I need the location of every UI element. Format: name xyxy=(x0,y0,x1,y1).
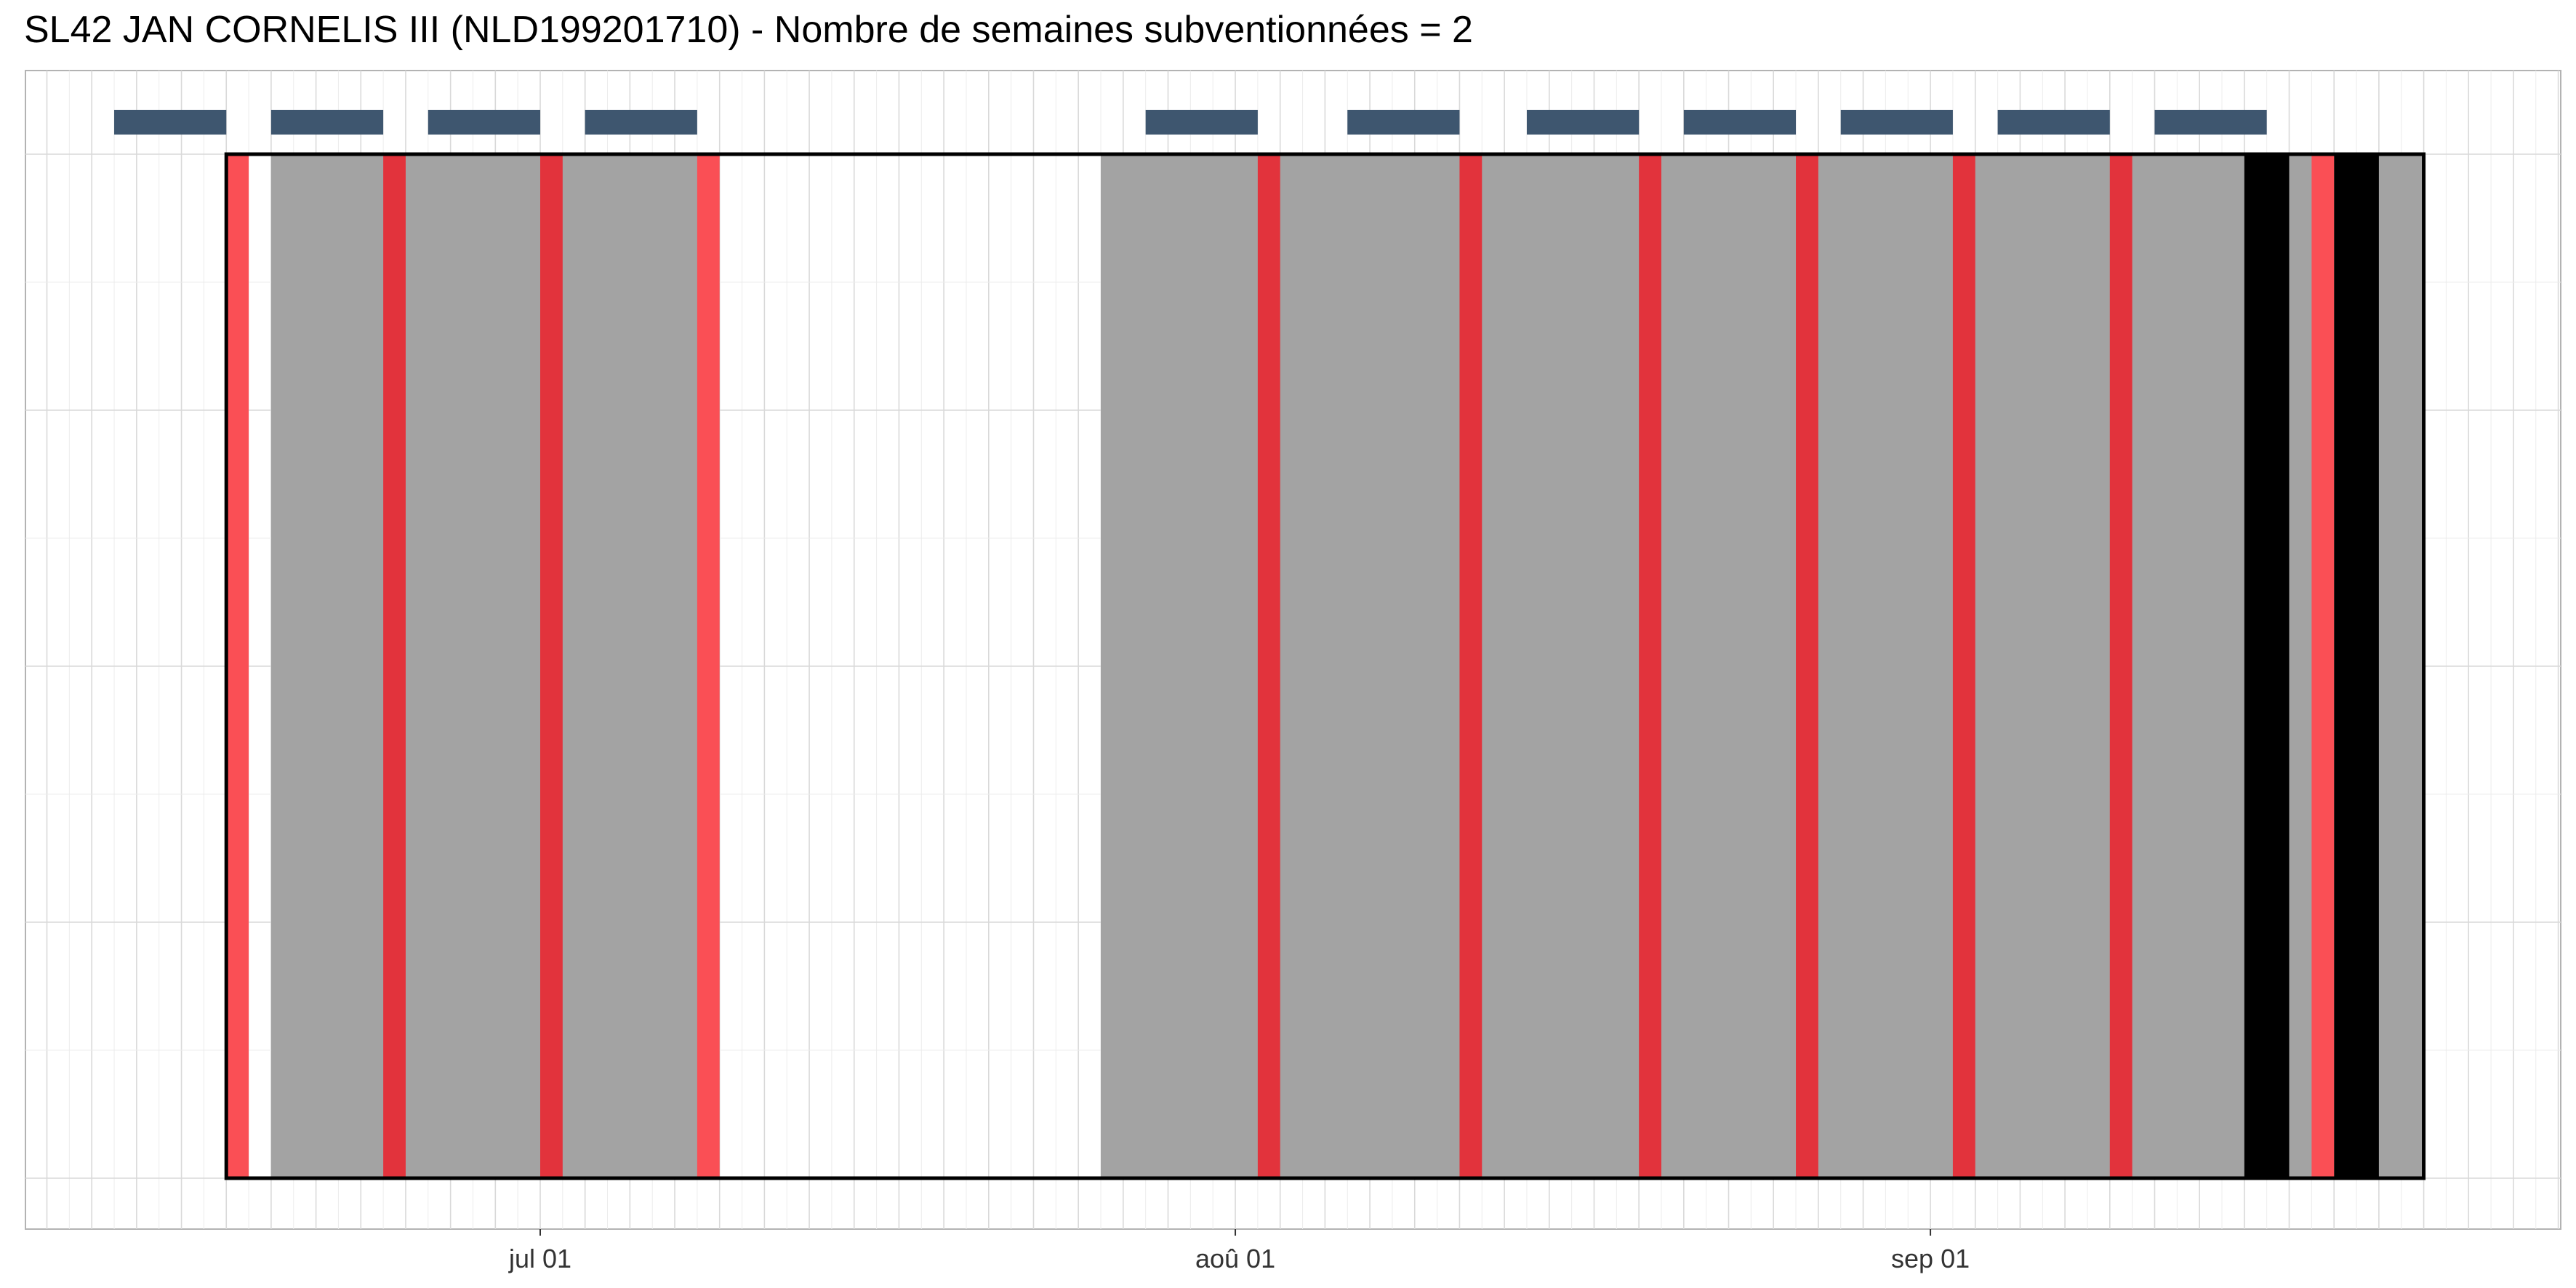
gray-period-bar xyxy=(1101,154,2424,1178)
week-marker-bar xyxy=(1997,110,2110,135)
week-marker-bar xyxy=(1347,110,1460,135)
x-axis: jul 01 aoû 01 sep 01 xyxy=(508,1229,1970,1273)
red-day-bar xyxy=(226,154,249,1178)
black-period-bar xyxy=(2244,154,2290,1178)
subsidy-period-box xyxy=(224,152,2426,1180)
week-marker-bar xyxy=(114,110,227,135)
week-marker-bar xyxy=(2154,110,2267,135)
week-marker-bar xyxy=(585,110,697,135)
black-period-bar xyxy=(2334,154,2379,1178)
red-day-bar xyxy=(1952,154,1975,1178)
red-day-bar xyxy=(1639,154,1661,1178)
week-marker-bar xyxy=(1145,110,1258,135)
red-day-bar xyxy=(540,154,563,1178)
x-tick-label: aoû 01 xyxy=(1195,1244,1275,1273)
gray-period-bar xyxy=(270,154,720,1178)
week-marker-bar xyxy=(1683,110,1797,135)
x-tick-label: jul 01 xyxy=(508,1244,571,1273)
red-day-bar xyxy=(1796,154,1818,1178)
chart-title: SL42 JAN CORNELIS III (NLD199201710) - N… xyxy=(24,9,1473,51)
red-day-bar xyxy=(1459,154,1482,1178)
x-tick-label: sep 01 xyxy=(1891,1244,1970,1273)
plot-area: jul 01 aoû 01 sep 01 xyxy=(25,70,2561,1273)
red-day-bar xyxy=(2109,154,2132,1178)
week-marker-bar xyxy=(1840,110,1953,135)
week-marker-bar xyxy=(428,110,540,135)
red-day-bar xyxy=(2311,154,2335,1178)
week-marker-bar xyxy=(1526,110,1640,135)
week-marker-bar xyxy=(270,110,384,135)
red-day-bar xyxy=(697,154,720,1178)
red-day-bar xyxy=(383,154,406,1178)
red-day-bar xyxy=(1257,154,1280,1178)
